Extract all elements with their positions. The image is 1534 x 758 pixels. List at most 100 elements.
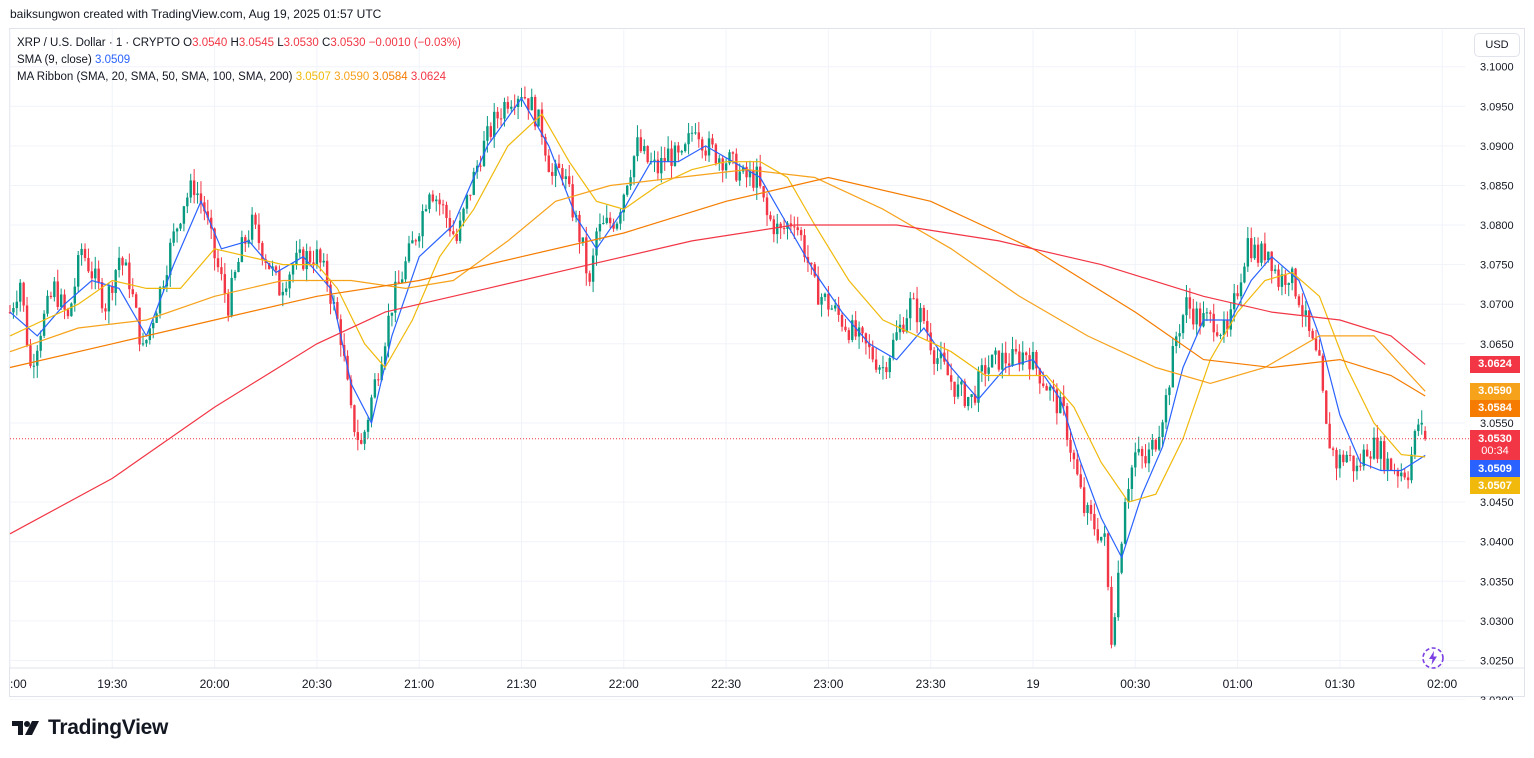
candle-body	[793, 226, 796, 228]
candle-body	[626, 185, 629, 195]
candle-body	[100, 282, 104, 309]
candle-body	[963, 381, 966, 407]
candle-body	[701, 139, 704, 151]
candle-body	[94, 268, 97, 279]
candle-body	[233, 272, 237, 278]
candle-body	[1260, 243, 1263, 263]
y-tick-label: 3.0550	[1480, 418, 1514, 430]
candle-body	[506, 102, 510, 109]
candle-body	[165, 275, 169, 287]
candle-body	[694, 132, 697, 134]
candle-body	[765, 197, 769, 216]
candle-body	[322, 260, 325, 263]
candle-body	[175, 228, 179, 232]
legend-sma-row[interactable]: SMA (9, close) 3.0509	[17, 52, 461, 69]
candle-body	[585, 237, 588, 274]
candle-body	[356, 432, 360, 441]
candle-body	[1325, 390, 1328, 424]
lightning-icon[interactable]	[1421, 646, 1445, 670]
candle-body	[1226, 319, 1229, 330]
price-chart[interactable]: 3.1000 3.0950 3.0900 3.0850 3.0800 3.0750 3.07…	[0, 0, 1534, 700]
bar-countdown: 00:34	[1481, 445, 1509, 458]
candle-body	[1147, 449, 1151, 464]
candle-body	[336, 302, 339, 320]
candle-body	[431, 194, 435, 202]
candle-body	[70, 303, 73, 317]
candle-body	[152, 322, 155, 329]
last-price-tag: 3.0530 00:34	[1470, 430, 1520, 461]
candle-body	[1079, 474, 1082, 488]
candle-body	[1062, 396, 1065, 407]
tradingview-logo[interactable]: TradingView	[12, 716, 168, 740]
candle-body	[370, 397, 373, 420]
candle-body	[496, 111, 499, 119]
ma20-price-tag: 3.0507	[1470, 477, 1520, 495]
candle-body	[1273, 269, 1277, 272]
candle-body	[104, 308, 107, 312]
candle-body	[1192, 308, 1195, 325]
grid	[9, 30, 1465, 700]
candle-body	[25, 305, 29, 346]
candle-body	[435, 199, 438, 202]
candle-body	[428, 194, 431, 210]
candle-body	[366, 419, 370, 432]
candle-body	[663, 157, 666, 162]
candle-body	[1335, 449, 1338, 469]
candle-body	[90, 271, 94, 279]
candle-body	[922, 307, 926, 322]
candle-body	[820, 297, 823, 305]
candle-body	[1151, 440, 1154, 450]
candle-body	[148, 328, 152, 340]
candle-body	[759, 166, 762, 187]
candle-body	[796, 227, 799, 231]
candle-body	[639, 137, 643, 152]
candle-body	[834, 305, 837, 309]
candle-body	[608, 217, 612, 224]
candle-body	[479, 165, 482, 167]
candle-body	[1342, 454, 1345, 463]
candle-body	[325, 260, 329, 285]
candle-body	[690, 132, 694, 134]
currency-button[interactable]: USD	[1474, 33, 1520, 57]
legend-ribbon-row[interactable]: MA Ribbon (SMA, 20, SMA, 50, SMA, 100, S…	[17, 69, 461, 86]
candle-body	[46, 295, 49, 314]
candle-body	[448, 218, 452, 232]
candle-body	[1130, 467, 1134, 489]
candle-body	[22, 282, 25, 306]
candle-body	[66, 309, 70, 317]
candle-body	[615, 223, 619, 229]
candle-body	[745, 166, 748, 178]
candle-body	[1331, 448, 1335, 450]
candle-body	[411, 240, 414, 244]
candle-body	[1308, 310, 1311, 331]
candle-body	[847, 330, 851, 340]
x-tick-label: 20:00	[200, 677, 230, 691]
candle-body	[1219, 335, 1222, 337]
candle-body	[868, 343, 871, 348]
candle-body	[465, 194, 469, 209]
candle-body	[544, 136, 547, 156]
candle-body	[1024, 352, 1028, 356]
x-tick-label: 22:30	[711, 677, 741, 691]
candle-body	[919, 307, 922, 323]
candle-body	[421, 211, 424, 237]
candle-body	[902, 324, 905, 333]
candle-body	[677, 145, 680, 153]
candle-body	[261, 242, 264, 260]
candle-body	[697, 132, 701, 140]
candle-body	[1420, 422, 1423, 425]
y-tick-label: 3.1000	[1480, 62, 1514, 74]
candle-body	[1263, 243, 1267, 261]
candle-body	[1123, 502, 1127, 544]
candle-body	[1355, 465, 1359, 472]
candle-body	[288, 274, 291, 289]
candle-body	[1100, 536, 1103, 541]
candle-body	[977, 371, 980, 403]
legend-symbol-row[interactable]: XRP / U.S. Dollar · 1 · CRYPTO O3.0540 H…	[17, 35, 461, 52]
candle-body	[946, 361, 949, 376]
candle-body	[414, 240, 417, 242]
candle-body	[407, 243, 411, 262]
candle-body	[1018, 351, 1021, 365]
legend-close-value: 3.0530	[330, 37, 366, 49]
candle-body	[1314, 338, 1318, 351]
